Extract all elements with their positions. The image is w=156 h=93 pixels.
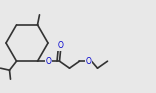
Text: O: O	[46, 57, 51, 66]
Text: O: O	[85, 57, 91, 66]
Text: O: O	[58, 41, 63, 50]
